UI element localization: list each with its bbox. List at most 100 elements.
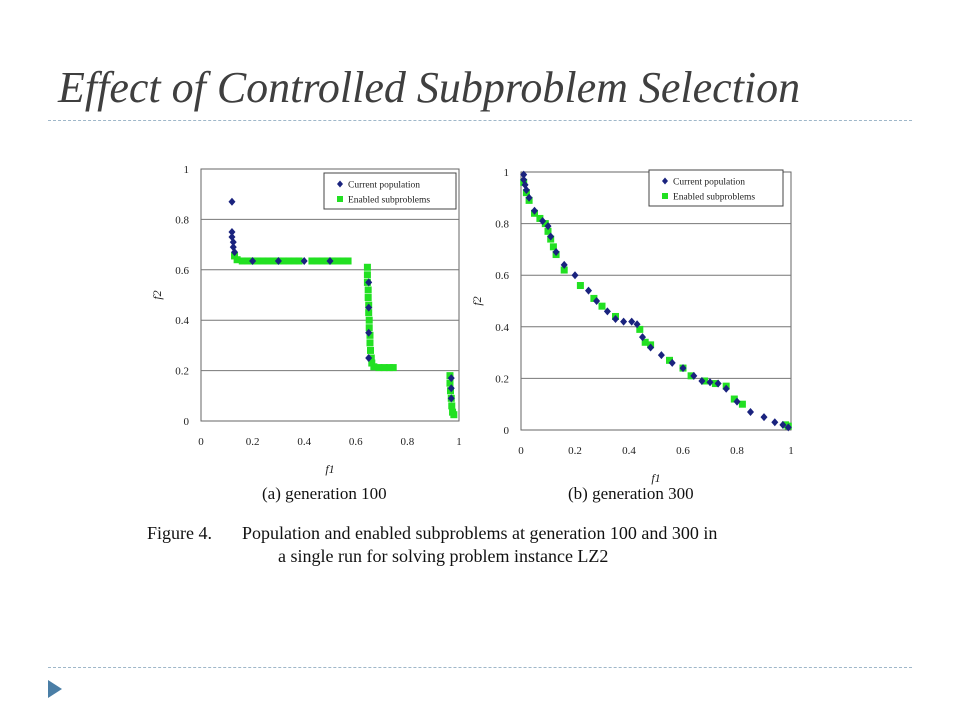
- chart-a-point-enabled-subproblem: [364, 286, 372, 294]
- bullet-triangle-icon: [48, 680, 62, 698]
- chart-a-point-enabled-subproblem: [380, 364, 388, 372]
- chart-b-point-enabled-subproblem: [549, 243, 557, 251]
- chart-b-point-current-population: [633, 320, 641, 329]
- chart-b-legend-label: Current population: [673, 178, 745, 188]
- chart-a: 0 0.2 0.4 0.6 0.8 1 0 0.2 0.4 0.6 0.8 1 f1 f2 Current …: [150, 164, 462, 476]
- chart-a-point-enabled-subproblem: [254, 257, 262, 265]
- chart-a-point-enabled-subproblem: [448, 402, 456, 410]
- chart-a-x-axis-label: f1: [325, 462, 334, 476]
- chart-a-x-tick-label: 1: [456, 436, 462, 448]
- chart-a-x-tick-label: 0.6: [349, 436, 363, 448]
- chart-b-point-enabled-subproblem: [666, 356, 673, 364]
- chart-b-point-current-population: [722, 384, 730, 393]
- chart-a-point-enabled-subproblem: [365, 316, 373, 324]
- chart-a-point-enabled-subproblem: [370, 363, 378, 371]
- chart-a-point-enabled-subproblem: [339, 257, 347, 265]
- figure-caption-label: Figure 4.: [147, 523, 212, 543]
- chart-b-point-enabled-subproblem: [738, 400, 746, 408]
- chart-b-x-tick-label: 0.6: [676, 445, 690, 457]
- chart-a-y-tick-label: 0.6: [175, 265, 189, 277]
- chart-a-point-enabled-subproblem: [375, 364, 383, 372]
- chart-a-point-enabled-subproblem: [366, 339, 374, 347]
- chart-b-point-enabled-subproblem: [560, 266, 568, 274]
- slide-title: Effect of Controlled Subproblem Selectio…: [58, 63, 801, 112]
- chart-b-point-current-population: [639, 333, 646, 342]
- chart-a-point-enabled-subproblem: [233, 256, 241, 264]
- chart-b-point-enabled-subproblem: [636, 325, 644, 333]
- chart-b-legend-marker-current-population: [662, 177, 668, 185]
- chart-b-point-enabled-subproblem: [536, 214, 544, 222]
- chart-b-point-current-population: [771, 418, 779, 427]
- chart-a-point-enabled-subproblem: [318, 257, 326, 265]
- chart-a-point-enabled-subproblem: [308, 257, 316, 265]
- chart-a-x-tick-label: 0.8: [401, 436, 415, 448]
- chart-b-point-current-population: [706, 378, 714, 387]
- chart-b-caption: (b) generation 300: [568, 484, 694, 503]
- chart-b-point-current-population: [571, 271, 579, 280]
- chart-a-point-enabled-subproblem: [295, 257, 303, 265]
- title-divider: [48, 120, 912, 121]
- chart-a-point-current-population: [229, 238, 237, 247]
- chart-b-point-current-population: [612, 315, 619, 324]
- chart-a-point-enabled-subproblem: [238, 257, 246, 265]
- chart-b-x-tick-label: 1: [788, 445, 794, 457]
- chart-b-x-tick-label: 0.8: [730, 445, 744, 457]
- chart-a-point-enabled-subproblem: [280, 257, 288, 265]
- chart-a-point-current-population: [365, 328, 373, 337]
- chart-b-y-tick-label: 0.6: [495, 270, 509, 282]
- chart-a-point-enabled-subproblem: [446, 379, 454, 387]
- chart-b-point-current-population: [779, 420, 787, 429]
- chart-b-legend-marker-enabled-subproblems: [662, 193, 668, 199]
- chart-a-point-current-population: [249, 256, 257, 265]
- chart-b-legend: Current population Enabled subproblems: [648, 169, 784, 207]
- chart-a-point-enabled-subproblem: [264, 257, 272, 265]
- chart-b-y-tick-label: 0.4: [495, 322, 509, 334]
- chart-a-point-current-population: [231, 248, 239, 257]
- chart-a-legend: Current population Enabled subproblems: [323, 172, 457, 210]
- chart-b-y-tick-label: 0.2: [495, 373, 509, 385]
- chart-a-point-enabled-subproblem: [269, 257, 277, 265]
- chart-b-point-enabled-subproblem: [730, 395, 738, 403]
- chart-a-y-tick-label: 0.8: [175, 214, 189, 226]
- chart-a-legend-marker-enabled-subproblems: [337, 196, 343, 202]
- chart-a-point-enabled-subproblem: [313, 257, 321, 265]
- figure-caption-line1: Population and enabled subproblems at ge…: [242, 523, 718, 543]
- chart-b-point-current-population: [698, 376, 706, 385]
- chart-b-point-current-population: [585, 286, 592, 295]
- chart-a-point-enabled-subproblem: [259, 257, 267, 265]
- chart-b: 0 0.2 0.4 0.6 0.8 1 0 0.2 0.4 0.6 0.8 1 f1 f2 Current …: [470, 167, 794, 485]
- chart-a-point-enabled-subproblem: [368, 359, 376, 367]
- chart-b-x-axis-label: f1: [651, 471, 660, 485]
- footer-divider: [48, 667, 912, 668]
- chart-a-x-tick-label: 0.4: [297, 436, 311, 448]
- chart-b-point-enabled-subproblem: [641, 338, 649, 346]
- chart-a-point-enabled-subproblem: [344, 257, 352, 265]
- chart-a-legend-label: Enabled subproblems: [348, 196, 430, 206]
- chart-b-point-current-population: [760, 413, 768, 422]
- chart-b-legend-label: Enabled subproblems: [673, 193, 755, 203]
- chart-b-y-tick-label: 1: [504, 167, 510, 179]
- chart-b-point-enabled-subproblem: [590, 294, 598, 302]
- chart-a-caption: (a) generation 100: [262, 484, 387, 503]
- chart-b-point-current-population: [647, 343, 655, 352]
- chart-b-point-current-population: [679, 364, 687, 373]
- chart-a-y-tick-label: 0.2: [175, 366, 189, 378]
- chart-b-point-current-population: [531, 206, 538, 215]
- chart-a-point-enabled-subproblem: [363, 271, 371, 279]
- chart-b-legend-box: [648, 169, 784, 207]
- chart-a-legend-label: Current population: [348, 181, 420, 191]
- chart-b-point-enabled-subproblem: [598, 302, 606, 310]
- chart-b-point-current-population: [539, 217, 547, 226]
- chart-a-point-enabled-subproblem: [450, 411, 458, 419]
- chart-b-point-current-population: [620, 317, 628, 326]
- chart-b-point-current-population: [784, 423, 792, 432]
- chart-a-y-tick-label: 0: [184, 416, 190, 428]
- chart-b-x-tick-label: 0.4: [622, 445, 636, 457]
- chart-b-point-current-population: [714, 379, 722, 388]
- chart-b-y-tick-label: 0: [504, 425, 510, 437]
- chart-a-legend-marker-current-population: [337, 180, 343, 188]
- chart-b-x-tick-label: 0.2: [568, 445, 582, 457]
- chart-a-point-enabled-subproblem: [290, 257, 298, 265]
- chart-b-point-current-population: [733, 397, 741, 406]
